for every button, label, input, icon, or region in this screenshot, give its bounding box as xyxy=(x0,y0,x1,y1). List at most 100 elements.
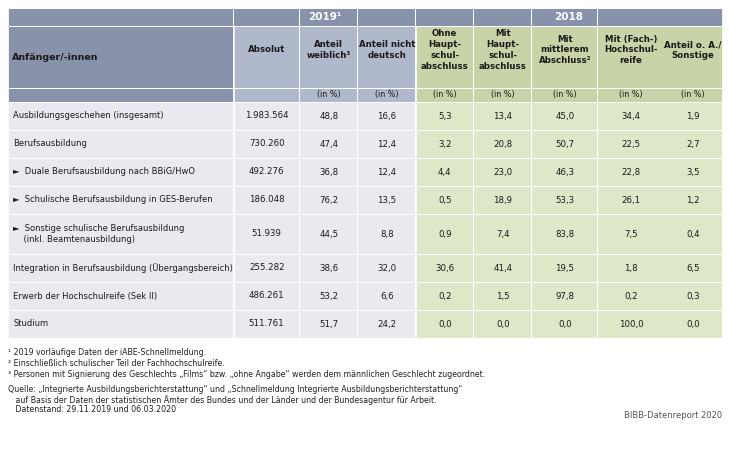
Text: BIBB-Datenreport 2020: BIBB-Datenreport 2020 xyxy=(624,411,722,420)
Bar xyxy=(473,186,474,214)
Bar xyxy=(299,158,300,186)
Bar xyxy=(416,310,722,338)
Text: 32,0: 32,0 xyxy=(377,264,396,273)
Text: 2019¹: 2019¹ xyxy=(308,12,342,22)
Text: 1,2: 1,2 xyxy=(686,196,700,204)
Text: 1.983.564: 1.983.564 xyxy=(245,111,288,120)
Text: 1,9: 1,9 xyxy=(686,111,700,120)
Bar xyxy=(234,158,416,186)
Bar xyxy=(415,26,416,88)
Text: 486.261: 486.261 xyxy=(249,291,285,300)
Text: 22,8: 22,8 xyxy=(621,167,640,177)
Text: 511.761: 511.761 xyxy=(249,320,285,329)
Text: (in %): (in %) xyxy=(491,91,515,100)
Bar xyxy=(473,102,474,130)
Text: 7,5: 7,5 xyxy=(624,229,638,238)
Text: 34,4: 34,4 xyxy=(621,111,640,120)
Text: Datenstand: 29.11.2019 und 06.03.2020: Datenstand: 29.11.2019 und 06.03.2020 xyxy=(8,405,176,414)
Bar xyxy=(531,102,532,130)
Bar xyxy=(416,88,722,102)
Bar xyxy=(299,8,300,338)
Text: 30,6: 30,6 xyxy=(435,264,454,273)
Bar xyxy=(473,282,474,310)
Text: 44,5: 44,5 xyxy=(319,229,338,238)
Bar xyxy=(416,158,722,186)
Text: 186.048: 186.048 xyxy=(249,196,285,204)
Bar xyxy=(416,282,722,310)
Bar xyxy=(597,130,599,158)
Bar xyxy=(416,186,722,214)
Bar xyxy=(299,282,300,310)
Bar xyxy=(8,88,234,102)
Bar xyxy=(415,158,416,186)
Text: ►  Duale Berufsausbildung nach BBiG/HwO: ► Duale Berufsausbildung nach BBiG/HwO xyxy=(13,167,195,177)
Text: 0,4: 0,4 xyxy=(686,229,700,238)
Bar xyxy=(299,26,300,88)
Text: Integration in Berufsausbildung (Übergangsbereich): Integration in Berufsausbildung (Übergan… xyxy=(13,263,233,273)
Bar xyxy=(473,130,474,158)
Bar xyxy=(8,310,234,338)
Text: ³ Personen mit Signierung des Geschlechts „Films“ bzw. „ohne Angabe“ werden dem : ³ Personen mit Signierung des Geschlecht… xyxy=(8,370,485,379)
Bar xyxy=(531,130,532,158)
Text: 22,5: 22,5 xyxy=(621,140,640,149)
Text: 3,5: 3,5 xyxy=(686,167,700,177)
Text: ¹ 2019 vorläufige Daten der iABE-Schnellmeldung.: ¹ 2019 vorläufige Daten der iABE-Schnell… xyxy=(8,348,206,357)
Bar xyxy=(299,102,300,130)
Text: 97,8: 97,8 xyxy=(556,291,575,300)
Bar xyxy=(415,310,416,338)
Bar xyxy=(234,282,416,310)
Bar xyxy=(597,158,599,186)
Text: 0,3: 0,3 xyxy=(686,291,700,300)
Bar xyxy=(234,214,416,254)
Text: 83,8: 83,8 xyxy=(556,229,575,238)
Text: 38,6: 38,6 xyxy=(319,264,338,273)
Text: 19,5: 19,5 xyxy=(556,264,575,273)
Text: 5,3: 5,3 xyxy=(438,111,452,120)
Text: Mit
Haupt-
schul-
abschluss: Mit Haupt- schul- abschluss xyxy=(479,29,526,70)
Bar xyxy=(597,26,599,88)
Bar xyxy=(234,254,416,282)
Text: 50,7: 50,7 xyxy=(556,140,575,149)
Bar xyxy=(597,282,599,310)
Bar xyxy=(597,8,599,338)
Text: 16,6: 16,6 xyxy=(377,111,396,120)
Bar xyxy=(531,282,532,310)
Bar xyxy=(531,310,532,338)
Bar xyxy=(473,310,474,338)
Text: 46,3: 46,3 xyxy=(556,167,575,177)
Bar xyxy=(8,254,234,282)
Bar xyxy=(234,88,416,102)
Bar xyxy=(597,254,599,282)
Text: (in %): (in %) xyxy=(375,91,399,100)
Text: Ohne
Haupt-
schul-
abschluss: Ohne Haupt- schul- abschluss xyxy=(421,29,469,70)
Bar xyxy=(299,254,300,282)
Text: Anfänger/-innen: Anfänger/-innen xyxy=(12,53,99,62)
Bar xyxy=(299,214,300,254)
Text: 0,2: 0,2 xyxy=(624,291,638,300)
Text: Absolut: Absolut xyxy=(248,46,285,55)
Bar xyxy=(7,8,9,338)
Bar xyxy=(234,102,416,130)
Text: (in %): (in %) xyxy=(681,91,704,100)
Bar xyxy=(597,102,599,130)
Text: ►  Sonstige schulische Berufsausbildung
    (inkl. Beamtenausbildung): ► Sonstige schulische Berufsausbildung (… xyxy=(13,224,185,244)
Text: Berufsausbildung: Berufsausbildung xyxy=(13,140,87,149)
Text: Anteil
weiblich³: Anteil weiblich³ xyxy=(307,40,351,60)
Bar xyxy=(8,186,234,214)
Text: Ausbildungsgeschehen (insgesamt): Ausbildungsgeschehen (insgesamt) xyxy=(13,111,164,120)
Bar xyxy=(8,26,234,88)
Bar xyxy=(234,186,416,214)
Bar xyxy=(415,88,416,102)
Text: 2018: 2018 xyxy=(554,12,583,22)
Text: Mit
mittlerem
Abschluss²: Mit mittlerem Abschluss² xyxy=(539,35,591,65)
Text: Anteil nicht
deutsch: Anteil nicht deutsch xyxy=(358,40,415,60)
Bar xyxy=(234,130,416,158)
Text: 2,7: 2,7 xyxy=(686,140,700,149)
Bar xyxy=(531,254,532,282)
Bar xyxy=(597,88,599,102)
Text: 51,7: 51,7 xyxy=(319,320,338,329)
Text: 23,0: 23,0 xyxy=(493,167,512,177)
Bar xyxy=(531,88,532,102)
Text: 12,4: 12,4 xyxy=(377,167,396,177)
Bar xyxy=(8,130,234,158)
